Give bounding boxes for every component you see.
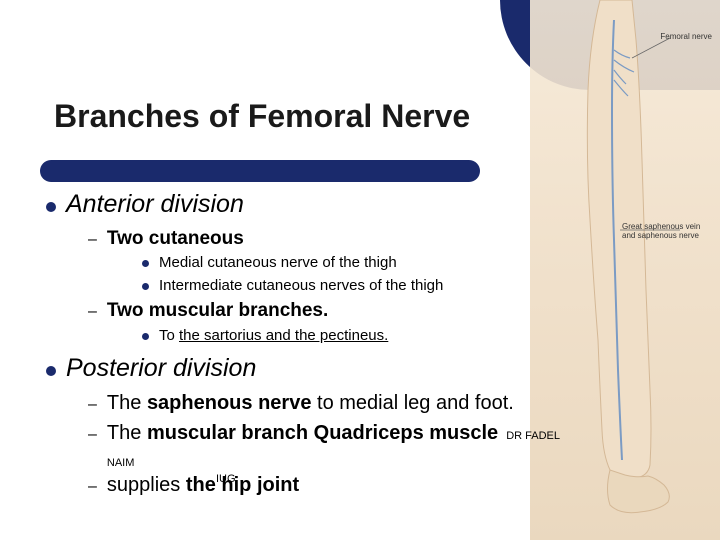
slide-title: Branches of Femoral Nerve bbox=[54, 98, 470, 135]
label-femoral-nerve: Femoral nerve bbox=[660, 32, 712, 41]
anterior-sub1-item0: Medial cutaneous nerve of the thigh bbox=[142, 253, 570, 273]
posterior-heading-text: Posterior division bbox=[66, 352, 256, 386]
anterior-heading-text: Anterior division bbox=[66, 188, 244, 222]
anterior-sub1: – Two cutaneous bbox=[88, 226, 570, 252]
anterior-sub1-item1: Intermediate cutaneous nerves of the thi… bbox=[142, 276, 570, 296]
posterior-item1-text: The muscular branch Quadriceps muscleDR … bbox=[107, 420, 570, 474]
posterior-item0-text: The saphenous nerve to medial leg and fo… bbox=[107, 390, 514, 417]
anterior-sub1-text: Two cutaneous bbox=[107, 226, 244, 252]
posterior-heading: Posterior division bbox=[46, 352, 570, 386]
dash-icon: – bbox=[88, 424, 97, 446]
anterior-sub2-item0: To the sartorius and the pectineus. bbox=[142, 326, 570, 346]
anterior-heading: Anterior division bbox=[46, 188, 570, 222]
anterior-sub2-text: Two muscular branches. bbox=[107, 298, 328, 324]
dot-icon bbox=[142, 260, 149, 267]
dash-icon: – bbox=[88, 476, 97, 498]
anterior-sub1-item0-text: Medial cutaneous nerve of the thigh bbox=[159, 253, 397, 273]
content-area: Anterior division – Two cutaneous Medial… bbox=[46, 188, 570, 499]
posterior-item2: – supplies the hip joint bbox=[88, 472, 570, 499]
dash-icon: – bbox=[88, 229, 97, 251]
posterior-item1: – The muscular branch Quadriceps muscleD… bbox=[88, 420, 570, 474]
title-underline-bar bbox=[40, 160, 480, 182]
dot-icon bbox=[142, 283, 149, 290]
anterior-sub2-item0-text: To the sartorius and the pectineus. bbox=[159, 326, 388, 346]
label-saphenous: Great saphenous vein and saphenous nerve bbox=[622, 222, 712, 240]
bullet-icon bbox=[46, 366, 56, 376]
anterior-sub1-item1-text: Intermediate cutaneous nerves of the thi… bbox=[159, 276, 443, 296]
anterior-sub2: – Two muscular branches. bbox=[88, 298, 570, 324]
dash-icon: – bbox=[88, 301, 97, 323]
posterior-item0: – The saphenous nerve to medial leg and … bbox=[88, 390, 570, 417]
bullet-icon bbox=[46, 202, 56, 212]
dash-icon: – bbox=[88, 394, 97, 416]
dot-icon bbox=[142, 333, 149, 340]
posterior-item2-text: supplies the hip joint bbox=[107, 472, 299, 499]
